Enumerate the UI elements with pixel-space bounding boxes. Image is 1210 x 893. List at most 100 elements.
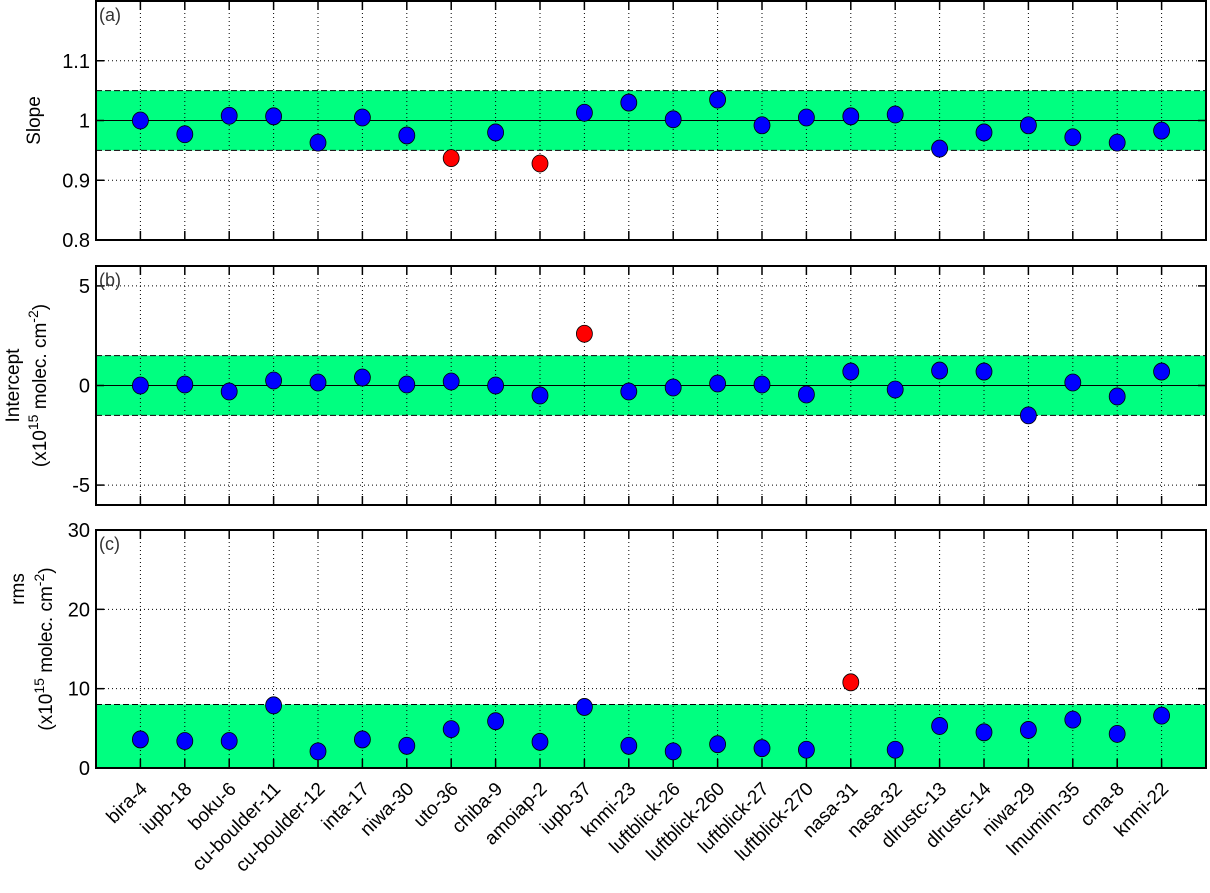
panel-label: (c): [99, 534, 120, 554]
y-axis-unit-part: -2: [25, 310, 41, 323]
data-point-iupb-37: [576, 103, 593, 122]
data-point-iupb-18: [176, 125, 194, 144]
data-point-inta-17: [353, 730, 371, 749]
data-point-luftblick-260: [709, 735, 726, 754]
data-point-knmi-23: [620, 93, 638, 112]
y-tick-label: 10: [68, 679, 90, 701]
data-point-inta-17: [353, 108, 371, 127]
data-point-knmi-23: [620, 382, 638, 401]
data-point-amoiap-2: [531, 732, 549, 751]
data-point-luftblick-26: [664, 110, 682, 129]
y-axis-unit-part: ): [30, 304, 51, 310]
data-point-niwa-30: [398, 736, 416, 755]
data-point-luftblick-26: [664, 378, 682, 397]
data-point-knmi-22: [1153, 121, 1170, 140]
data-point-cma-8: [1108, 724, 1126, 743]
y-axis-unit-part: molec. cm: [30, 323, 51, 415]
y-tick-label: -5: [72, 475, 90, 497]
panel-label: (a): [99, 5, 121, 25]
axes-frame: [95, 529, 1207, 769]
panel-label: (b): [99, 270, 121, 290]
data-point-amoiap-2: [531, 154, 549, 173]
data-point-niwa-29: [1020, 406, 1037, 425]
data-point-nasa-31: [842, 107, 860, 126]
y-axis-unit-label: (x1015 molec. cm-2): [25, 304, 51, 467]
y-axis-label: Intercept: [3, 348, 24, 423]
data-point-niwa-30: [398, 126, 416, 145]
data-point-lmumim-35: [1064, 710, 1082, 729]
data-point-luftblick-260: [709, 374, 726, 393]
data-point-luftblick-27: [753, 116, 771, 135]
data-point-knmi-22: [1153, 706, 1170, 725]
data-point-nasa-32: [886, 380, 904, 399]
data-point-iupb-37: [576, 324, 593, 343]
data-point-boku-6: [220, 382, 238, 401]
y-axis-unit-part: molec. cm: [36, 586, 57, 678]
data-point-chiba-9: [487, 712, 505, 731]
data-point-iupb-18: [176, 732, 194, 750]
data-point-cu-boulder-12: [309, 373, 327, 392]
data-point-uto-36: [442, 149, 460, 168]
data-point-uto-36: [442, 372, 460, 391]
data-point-uto-36: [442, 720, 460, 739]
data-point-boku-6: [220, 732, 238, 750]
y-axis-unit-part: ): [36, 567, 57, 573]
data-point-bira-4: [131, 376, 149, 395]
data-point-nasa-32: [886, 105, 904, 124]
data-point-niwa-30: [398, 375, 416, 394]
data-point-nasa-32: [886, 740, 904, 759]
y-tick-label: 0: [79, 376, 90, 398]
data-point-luftblick-27: [753, 375, 771, 394]
data-point-niwa-29: [1020, 721, 1037, 739]
data-point-cu-boulder-11: [265, 107, 283, 126]
data-point-luftblick-26: [664, 742, 682, 761]
data-point-cu-boulder-12: [309, 742, 327, 761]
y-axis-unit-label: (x1015 molec. cm-2): [31, 567, 57, 730]
data-point-dlrustc-13: [931, 361, 948, 380]
y-tick-label: 30: [68, 520, 90, 542]
data-point-cma-8: [1108, 133, 1126, 152]
data-point-cu-boulder-12: [309, 133, 327, 152]
data-point-amoiap-2: [531, 386, 549, 405]
data-point-niwa-29: [1020, 116, 1037, 135]
data-point-dlrustc-13: [931, 139, 948, 158]
data-point-luftblick-270: [798, 108, 815, 127]
data-point-cu-boulder-11: [265, 371, 283, 390]
y-tick-label: 20: [68, 599, 90, 621]
data-point-iupb-18: [176, 375, 194, 394]
data-point-knmi-23: [620, 736, 638, 755]
y-tick-label: 0: [79, 758, 90, 780]
panel-b: -5 0 5 (b) Intercept(x1015 molec. cm-2): [3, 265, 1207, 506]
axes-frame: [95, 0, 1207, 241]
data-point-dlrustc-13: [931, 717, 948, 735]
data-point-cu-boulder-11: [265, 696, 283, 715]
data-point-nasa-31: [842, 673, 860, 692]
y-axis-unit-part: (x10: [36, 694, 57, 731]
panel-a: 0.8 0.9 1 1.1 (a) Slope: [24, 0, 1207, 252]
axes-frame: [95, 265, 1207, 506]
data-point-lmumim-35: [1064, 373, 1082, 392]
y-tick-label: 5: [79, 276, 90, 298]
data-point-dlrustc-14: [975, 723, 993, 742]
y-axis-unit-part: (x10: [30, 430, 51, 467]
data-point-luftblick-27: [753, 739, 771, 758]
data-point-boku-6: [220, 106, 238, 125]
y-axis-unit-part: 15: [31, 678, 47, 694]
y-tick-label: 1.1: [62, 51, 90, 73]
y-tick-label: 0.8: [62, 230, 90, 252]
y-axis-label: Slope: [24, 96, 45, 145]
data-point-dlrustc-14: [975, 362, 993, 381]
data-point-luftblick-270: [798, 385, 815, 404]
data-point-chiba-9: [487, 123, 505, 142]
data-point-iupb-37: [576, 698, 593, 716]
data-point-knmi-22: [1153, 362, 1170, 381]
y-axis-unit-part: -2: [31, 574, 47, 587]
data-point-dlrustc-14: [975, 123, 993, 142]
data-point-luftblick-270: [798, 740, 815, 759]
y-axis-label: rms: [8, 573, 29, 605]
data-point-lmumim-35: [1064, 128, 1082, 147]
data-point-inta-17: [353, 368, 371, 387]
data-point-luftblick-260: [709, 90, 726, 109]
